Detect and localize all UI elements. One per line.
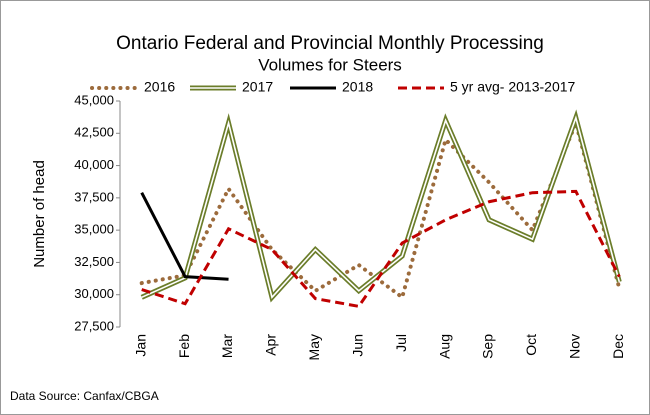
legend-label: 5 yr avg- 2013-2017 — [450, 79, 576, 95]
chart-title: Ontario Federal and Provincial Monthly P… — [116, 33, 544, 54]
x-tick-label: Jul — [393, 334, 409, 352]
y-tick-label: 45,000 — [74, 92, 114, 107]
y-tick-label: 42,500 — [74, 125, 114, 140]
x-tick-label: Aug — [436, 334, 452, 359]
source-note: Data Source: Canfax/CBGA — [10, 389, 159, 403]
y-tick-label: 30,000 — [74, 286, 114, 301]
x-tick-label: Dec — [610, 334, 626, 359]
series-line — [140, 192, 229, 281]
x-tick-label: Mar — [219, 334, 235, 358]
x-tick-label: Jan — [132, 334, 148, 357]
y-tick-label: 32,500 — [74, 254, 114, 269]
legend-label: 2018 — [342, 79, 373, 95]
y-tick-label: 27,500 — [74, 318, 114, 333]
x-tick-label: May — [306, 334, 322, 360]
x-tick-label: Apr — [263, 334, 279, 356]
legend-label: 2016 — [144, 79, 175, 95]
x-tick-label: Jun — [349, 334, 365, 357]
x-tick-label: Sep — [480, 334, 496, 359]
legend-label: 2017 — [242, 79, 273, 95]
y-tick-label: 37,500 — [74, 189, 114, 204]
y-tick-label: 35,000 — [74, 222, 114, 237]
x-tick-label: Nov — [567, 334, 583, 359]
y-axis-label: Number of head — [31, 160, 48, 268]
x-tick-label: Feb — [176, 334, 192, 358]
series-line — [141, 189, 621, 308]
x-tick-label: Oct — [523, 334, 539, 356]
chart-title: Volumes for Steers — [258, 55, 402, 74]
y-tick-label: 40,000 — [74, 157, 114, 172]
